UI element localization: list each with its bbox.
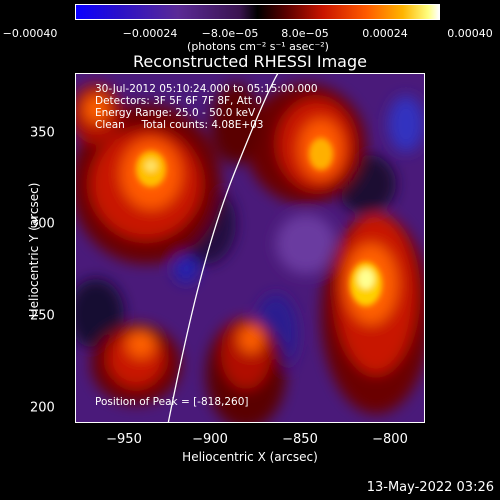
- peak-position-label: Position of Peak = [-818,260]: [95, 396, 249, 408]
- info-line: Detectors: 3F 5F 6F 7F 8F, Att 0: [95, 95, 262, 107]
- bright-cores: [136, 138, 382, 306]
- colorbar-tick-label: −0.00040: [2, 27, 58, 40]
- y-tick-label: 350: [30, 125, 55, 141]
- rhessi-image: [75, 73, 425, 423]
- solar-limb-curve: [167, 74, 279, 422]
- x-tick-label: −950: [106, 432, 142, 447]
- x-tick-label: −800: [372, 432, 408, 447]
- colorbar-tick-label: 8.0e−05: [281, 27, 329, 40]
- info-line: Energy Range: 25.0 - 50.0 keV: [95, 107, 256, 119]
- y-axis-label: Heliocentric Y (arcsec): [27, 182, 41, 318]
- timestamp: 13-May-2022 03:26: [366, 480, 494, 495]
- colorbar-unit-label: (photons cm⁻² s⁻¹ asec⁻²): [187, 40, 329, 53]
- rhessi-image-svg: [76, 74, 424, 422]
- x-tick-label: −850: [282, 432, 318, 447]
- x-tick-label: −900: [192, 432, 228, 447]
- colorbar-tick-label: 0.00024: [362, 27, 408, 40]
- y-tick-label: 200: [30, 400, 55, 416]
- emission-field: [76, 84, 424, 422]
- y-tick-label: 300: [30, 216, 55, 232]
- colorbar: [75, 4, 440, 20]
- plot-title: Reconstructed RHESSI Image: [133, 52, 367, 71]
- colorbar-tick-label: −8.0e−05: [201, 27, 259, 40]
- y-tick-label: 250: [30, 308, 55, 324]
- info-line: Clean Total counts: 4.08E+03: [95, 119, 264, 131]
- colorbar-tick-label: −0.00024: [122, 27, 178, 40]
- colorbar-tick-label: 0.00040: [447, 27, 493, 40]
- info-line: 30-Jul-2012 05:10:24.000 to 05:15:00.000: [95, 83, 318, 95]
- x-axis-label: Heliocentric X (arcsec): [182, 450, 318, 464]
